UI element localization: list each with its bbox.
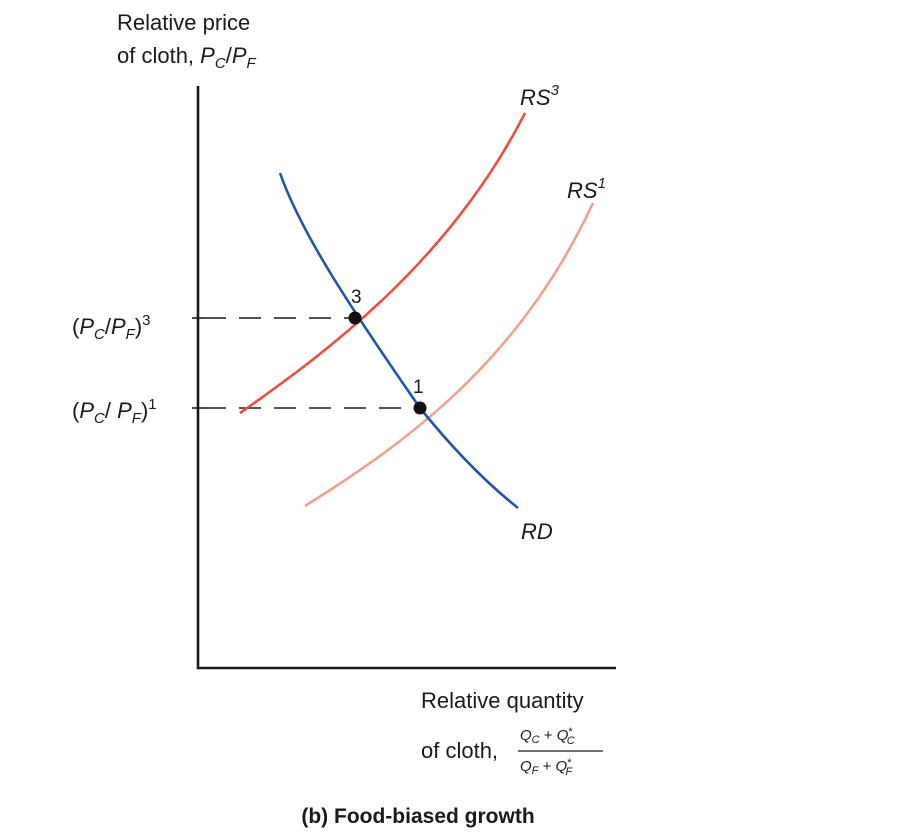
- numerator-qc-star-sup: *: [568, 726, 573, 738]
- y-axis-var-pf: P: [232, 43, 247, 68]
- equilibrium-point-1-label: 1: [413, 377, 424, 398]
- equilibrium-point-3: [348, 311, 362, 325]
- equilibrium-point-1: [413, 401, 427, 415]
- curves: [239, 112, 595, 510]
- price-level-1-sup: 1: [148, 396, 156, 413]
- y-axis-var-pc: P: [200, 43, 215, 68]
- price-level-1-close: ): [141, 398, 148, 423]
- price-level-3-slash: /: [105, 314, 112, 339]
- price-level-3-pf-sub: F: [126, 326, 136, 343]
- price-level-3-pf: P: [111, 314, 126, 339]
- x-axis-fraction-denominator: QF + Q* F: [520, 757, 573, 778]
- numerator-qc-star: Q: [557, 727, 569, 744]
- rs1-label: RS1: [567, 175, 606, 203]
- y-axis-label: Relative price of cloth, PC/PF: [117, 10, 257, 72]
- denominator-plus: +: [538, 758, 555, 775]
- price-level-3-sup: 3: [142, 312, 150, 329]
- curve-labels: RS3 RS1 RD: [520, 82, 606, 544]
- price-level-1-slash: /: [105, 398, 117, 423]
- numerator-plus: +: [540, 727, 557, 744]
- price-level-1-open: (: [72, 398, 80, 423]
- y-axis-var-pc-sub: C: [215, 55, 226, 72]
- price-level-3-pc: P: [79, 314, 94, 339]
- rs3-label-base: RS: [520, 85, 551, 110]
- numerator-qc-star-sub: C: [567, 735, 575, 747]
- price-level-3-open: (: [72, 314, 80, 339]
- equilibrium-points: 3 1: [348, 287, 427, 415]
- rs1-label-sup: 1: [598, 175, 606, 192]
- rs1-label-base: RS: [567, 178, 598, 203]
- y-axis-label-prefix: of cloth,: [117, 43, 200, 68]
- price-level-labels: (PC/PF)3 (PC/ PF)1: [72, 312, 157, 427]
- rd-curve: [278, 172, 519, 510]
- denominator-qf-star-sub: F: [565, 766, 573, 778]
- numerator-qc: Q: [520, 727, 532, 744]
- price-level-3-label: (PC/PF)3: [72, 312, 151, 343]
- denominator-qf: Q: [520, 758, 532, 775]
- denominator-qf-sub: F: [532, 765, 540, 777]
- denominator-qf-star-sup: *: [567, 757, 572, 769]
- price-level-1-pf-sub: F: [132, 410, 142, 427]
- price-level-3-close: ): [135, 314, 142, 339]
- price-level-1-pc-sub: C: [94, 410, 105, 427]
- equilibrium-point-3-label: 3: [351, 287, 362, 308]
- numerator-qc-sub: C: [532, 734, 540, 746]
- x-axis-label-prefix: of cloth,: [421, 738, 498, 763]
- price-level-1-pf: P: [117, 398, 132, 423]
- rs3-label-sup: 3: [551, 82, 560, 99]
- y-axis-var-pf-sub: F: [247, 55, 257, 72]
- rs1-curve: [304, 202, 595, 508]
- rs3-curve: [239, 112, 527, 415]
- x-axis-label: Relative quantity of cloth, QC + Q* C QF …: [421, 688, 603, 778]
- rd-label: RD: [521, 519, 553, 544]
- rs3-label: RS3: [520, 82, 560, 110]
- x-axis-label-line1: Relative quantity: [421, 688, 584, 713]
- price-level-1-label: (PC/ PF)1: [72, 396, 157, 427]
- dashed-guides: [204, 317, 418, 409]
- price-level-1-pc: P: [79, 398, 94, 423]
- denominator-qf-star: Q: [556, 758, 568, 775]
- y-axis-var-slash: /: [226, 43, 233, 68]
- axes: [192, 86, 616, 670]
- x-axis-fraction-numerator: QC + Q* C: [520, 726, 575, 747]
- y-axis-label-line2: of cloth, PC/PF: [117, 43, 257, 72]
- figure-caption: (b) Food-biased growth: [301, 805, 534, 828]
- price-level-3-pc-sub: C: [94, 326, 105, 343]
- y-axis-label-line1: Relative price: [117, 10, 250, 35]
